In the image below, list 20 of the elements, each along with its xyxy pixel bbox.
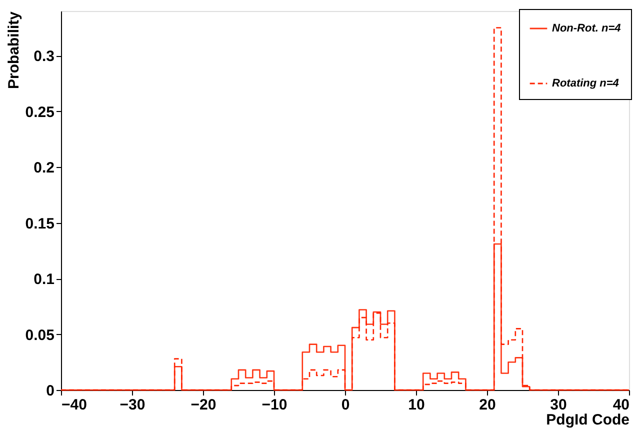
x-tick-label: −30 bbox=[120, 396, 146, 414]
y-axis-title: Probability bbox=[5, 10, 22, 90]
x-tick-label: −40 bbox=[62, 396, 87, 414]
y-tick-label: 0.1 bbox=[34, 271, 54, 288]
x-tick-label: 0 bbox=[341, 396, 350, 414]
legend-label: Rotating n=4 bbox=[552, 78, 619, 90]
y-tick-label: 0.15 bbox=[25, 215, 54, 232]
y-tick-label: 0.2 bbox=[34, 160, 54, 177]
x-tick-label: 10 bbox=[408, 396, 425, 414]
x-tick-label: −10 bbox=[262, 396, 288, 414]
x-tick-label: 30 bbox=[550, 396, 567, 414]
x-tick-label: −20 bbox=[190, 396, 216, 414]
y-tick-label: 0.05 bbox=[25, 326, 54, 344]
legend-label: Non-Rot. n=4 bbox=[552, 22, 621, 34]
y-tick-label: 0.3 bbox=[34, 48, 54, 66]
y-tick-label: 0 bbox=[46, 382, 54, 400]
y-tick-label: 0.25 bbox=[25, 104, 54, 121]
x-axis-title: PdgId Code bbox=[546, 412, 630, 428]
x-tick-label: 20 bbox=[479, 396, 496, 414]
x-tick-label: 40 bbox=[612, 396, 630, 414]
